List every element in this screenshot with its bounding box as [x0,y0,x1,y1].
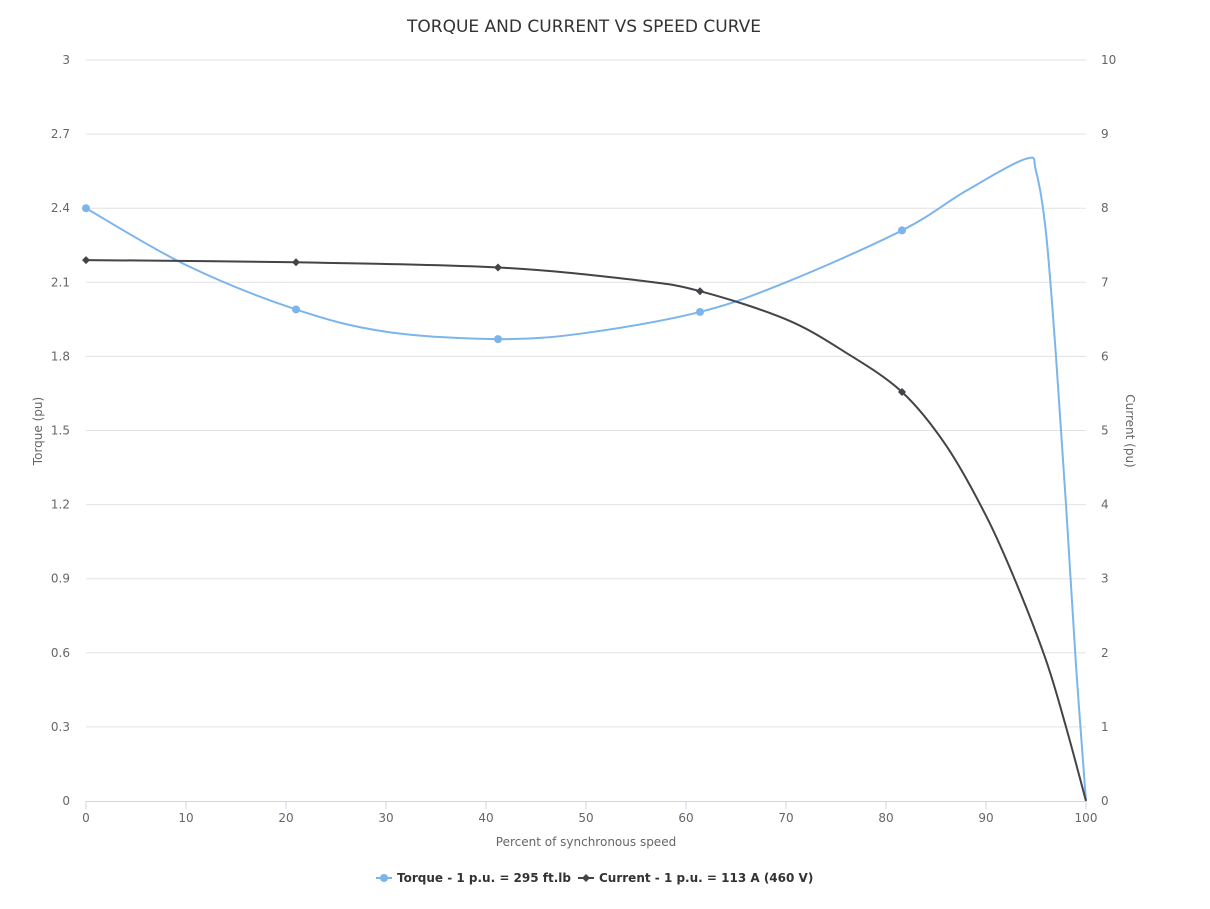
y-right-tick-label: 1 [1101,720,1109,734]
torque-data-point[interactable] [82,204,90,213]
torque-data-point[interactable] [494,335,502,344]
current-data-point[interactable] [82,256,90,265]
x-axis-ticks: 0 10 20 30 40 50 60 70 80 90 100 [82,801,1097,825]
y-right-axis-ticks: 0 1 2 3 4 5 6 7 8 9 10 [1101,53,1116,808]
legend-item-torque[interactable]: Torque - 1 p.u. = 295 ft.lb [376,871,571,885]
current-data-point[interactable] [898,387,906,396]
current-data-point[interactable] [292,258,300,267]
x-tick-label: 80 [878,811,893,825]
x-tick-label: 70 [778,811,793,825]
x-tick-label: 60 [678,811,693,825]
y-left-tick-label: 0.6 [51,646,70,660]
y-left-tick-label: 3 [62,53,70,67]
series-layer [82,156,1087,802]
y-left-tick-label: 1.2 [51,498,70,512]
y-left-axis-ticks: 0 0.3 0.6 0.9 1.2 1.5 1.8 2.1 2.4 2.7 3 [51,53,70,808]
current-data-point[interactable] [494,263,502,272]
y-right-tick-label: 2 [1101,646,1109,660]
y-left-tick-label: 0.3 [51,720,70,734]
chart-title: TORQUE AND CURRENT VS SPEED CURVE [406,17,761,37]
y-left-tick-label: 0 [62,794,70,808]
y-left-axis-title: Torque (pu) [31,397,45,466]
torque-data-point[interactable] [292,305,300,314]
legend-current-label: Current - 1 p.u. = 113 A (460 V) [599,871,813,885]
legend-current-marker [582,874,590,882]
x-tick-label: 90 [978,811,993,825]
torque-series-line [85,156,1087,802]
legend: Torque - 1 p.u. = 295 ft.lb Current - 1 … [376,871,813,885]
y-right-tick-label: 8 [1101,201,1109,215]
y-left-tick-label: 2.7 [51,127,70,141]
y-left-tick-label: 2.1 [51,275,70,289]
x-tick-label: 100 [1075,811,1098,825]
current-series-line [85,259,1087,802]
y-right-tick-label: 4 [1101,498,1109,512]
torque-data-point[interactable] [696,307,704,316]
y-right-tick-label: 6 [1101,349,1109,363]
grid-lines [86,59,1086,728]
x-tick-label: 20 [278,811,293,825]
x-tick-label: 0 [82,811,90,825]
torque-data-point[interactable] [898,226,906,235]
y-left-tick-label: 2.4 [51,201,70,215]
legend-torque-label: Torque - 1 p.u. = 295 ft.lb [397,871,571,885]
y-right-tick-label: 7 [1101,275,1109,289]
y-right-tick-label: 10 [1101,53,1116,67]
x-tick-label: 50 [578,811,593,825]
legend-item-current[interactable]: Current - 1 p.u. = 113 A (460 V) [578,871,813,885]
x-axis-title: Percent of synchronous speed [496,835,676,849]
y-left-tick-label: 0.9 [51,572,70,586]
legend-torque-marker [380,874,388,882]
y-right-axis-title: Current (pu) [1123,394,1137,467]
y-right-tick-label: 9 [1101,127,1109,141]
current-data-point[interactable] [696,287,704,296]
x-tick-label: 30 [378,811,393,825]
y-left-tick-label: 1.5 [51,424,70,438]
x-tick-label: 10 [178,811,193,825]
y-right-tick-label: 3 [1101,572,1109,586]
y-right-tick-label: 5 [1101,424,1109,438]
y-right-tick-label: 0 [1101,794,1109,808]
y-left-tick-label: 1.8 [51,349,70,363]
x-tick-label: 40 [478,811,493,825]
